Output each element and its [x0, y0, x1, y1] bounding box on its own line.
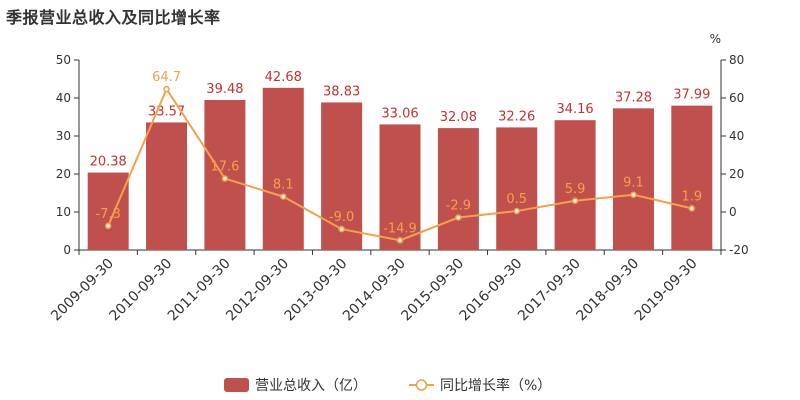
right-axis-tick-label: 80: [729, 53, 744, 67]
growth-rate-point: [571, 197, 579, 205]
growth-rate-point: [163, 85, 170, 93]
growth-rate-point: [455, 214, 462, 221]
chart-title: 季报营业总收入及同比增长率: [6, 8, 221, 27]
revenue-bar: [262, 87, 304, 250]
revenue-bar-label: 39.48: [206, 82, 243, 97]
growth-rate-label: 17.6: [210, 160, 239, 175]
growth-rate-label: 5.9: [565, 182, 586, 197]
growth-rate-point: [104, 222, 112, 230]
growth-rate-point: [338, 225, 345, 233]
revenue-bar-label: 37.99: [673, 88, 710, 103]
line-group: -7.3 64.7 17.6 8.1 -9.0 -14.9 -2.9 0.5 5.9 9.1 1.9: [95, 70, 702, 244]
revenue-bar-label: 33.06: [381, 106, 418, 121]
legend-revenue-label: 营业总收入（亿）: [255, 378, 367, 394]
right-axis-unit-label: %: [710, 32, 721, 46]
revenue-bar: [87, 172, 129, 250]
growth-rate-point: [396, 237, 404, 244]
growth-rate-label: -7.3: [95, 207, 120, 222]
right-axis-tick-label: 20: [729, 167, 744, 181]
right-axis-tick-label: 0: [729, 205, 737, 219]
growth-rate-point: [630, 191, 637, 198]
growth-rate-point: [688, 205, 696, 212]
bars-group: 20.38 33.57 39.48 42.68 38.83 33.06 32.08 32.26…: [87, 70, 713, 250]
revenue-bar: [554, 120, 596, 250]
growth-rate-point: [280, 193, 287, 200]
right-axis-tick-label: 60: [729, 91, 744, 105]
left-axis-tick-label: 40: [56, 91, 71, 105]
growth-rate-label: -14.9: [383, 221, 417, 236]
growth-rate-label: -9.0: [329, 210, 354, 225]
revenue-bar: [321, 102, 363, 250]
right-axis-tick-label: 40: [729, 129, 744, 143]
revenue-bar: [437, 128, 479, 250]
legend-revenue-swatch: [224, 378, 249, 392]
growth-rate-label: 1.9: [681, 189, 702, 204]
revenue-bar-label: 32.26: [498, 109, 535, 124]
revenue-bar-label: 38.83: [323, 84, 360, 99]
x-axis-tick-label: 2019-09-30: [632, 256, 701, 325]
revenue-bar: [612, 108, 654, 250]
legend-group: 营业总收入（亿） 同比增长率（%）: [224, 377, 551, 394]
revenue-bar-label: 32.08: [440, 110, 477, 125]
growth-rate-label: -2.9: [446, 199, 471, 214]
revenue-bar-label: 37.28: [615, 90, 652, 105]
left-axis-tick-label: 0: [63, 243, 71, 257]
revenue-bar: [496, 127, 538, 250]
growth-rate-point: [513, 207, 520, 215]
revenue-bar-label: 33.57: [148, 104, 185, 119]
revenue-bar: [204, 99, 246, 250]
growth-rate-label: 8.1: [273, 178, 294, 193]
growth-rate-label: 9.1: [623, 176, 644, 191]
legend-growth-swatch-marker: [415, 379, 428, 391]
revenue-bar-label: 20.38: [90, 155, 127, 170]
revenue-bar-label: 34.16: [556, 102, 593, 117]
growth-rate-point: [221, 175, 229, 182]
left-axis-tick-label: 50: [56, 53, 71, 67]
revenue-bar: [671, 105, 713, 250]
left-axis-tick-label: 10: [56, 205, 71, 219]
legend-growth-label: 同比增长率（%）: [440, 377, 551, 394]
revenue-bar: [379, 124, 421, 250]
growth-rate-label: 64.7: [152, 70, 181, 85]
revenue-bar-label: 42.68: [265, 70, 302, 85]
right-axis-tick-label: -20: [729, 243, 749, 257]
left-axis-tick-label: 20: [56, 167, 71, 181]
growth-rate-label: 0.5: [506, 192, 527, 207]
revenue-bar: [146, 122, 188, 250]
left-axis-tick-label: 30: [56, 129, 71, 143]
